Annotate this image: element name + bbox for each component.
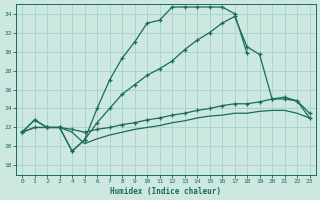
X-axis label: Humidex (Indice chaleur): Humidex (Indice chaleur) bbox=[110, 187, 221, 196]
